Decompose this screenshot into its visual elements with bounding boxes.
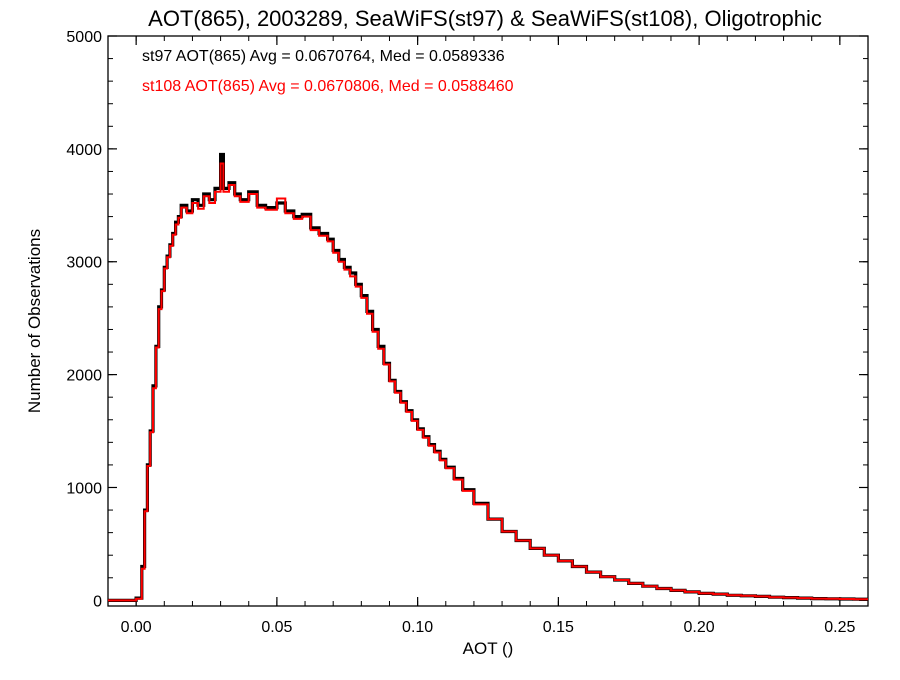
legend-st97-stats: st97 AOT(865) Avg = 0.0670764, Med = 0.0… xyxy=(142,48,505,65)
x-axis: 0.00 0.05 0.10 0.15 0.20 0.25 xyxy=(107,36,869,636)
series-line-st108 xyxy=(108,162,868,602)
series-layer xyxy=(108,152,868,602)
y-tick-label: 0 xyxy=(93,593,102,610)
y-tick-label: 1000 xyxy=(66,480,102,497)
y-axis: 0 1000 2000 3000 4000 5000 xyxy=(66,29,868,610)
plot-area: 0.00 0.05 0.10 0.15 0.20 0.25 0 1000 2000 3000 40… xyxy=(66,29,869,636)
legend-st108-stats: st108 AOT(865) Avg = 0.0670806, Med = 0.… xyxy=(142,78,514,95)
x-tick-label: 0.00 xyxy=(121,619,152,636)
x-tick-label: 0.25 xyxy=(824,619,855,636)
x-tick-label: 0.10 xyxy=(402,619,433,636)
y-tick-label: 2000 xyxy=(66,368,102,385)
x-tick-label: 0.15 xyxy=(543,619,574,636)
plot-frame xyxy=(107,35,869,607)
x-tick-label: 0.05 xyxy=(261,619,292,636)
series-line-st97 xyxy=(108,152,868,602)
y-tick-label: 4000 xyxy=(66,142,102,159)
y-tick-label: 3000 xyxy=(66,255,102,272)
chart-title: AOT(865), 2003289, SeaWiFS(st97) & SeaWi… xyxy=(148,6,822,31)
x-tick-label: 0.20 xyxy=(684,619,715,636)
y-axis-label: Number of Observations xyxy=(25,229,44,413)
x-axis-label: AOT () xyxy=(463,639,514,658)
y-tick-label: 5000 xyxy=(66,29,102,46)
